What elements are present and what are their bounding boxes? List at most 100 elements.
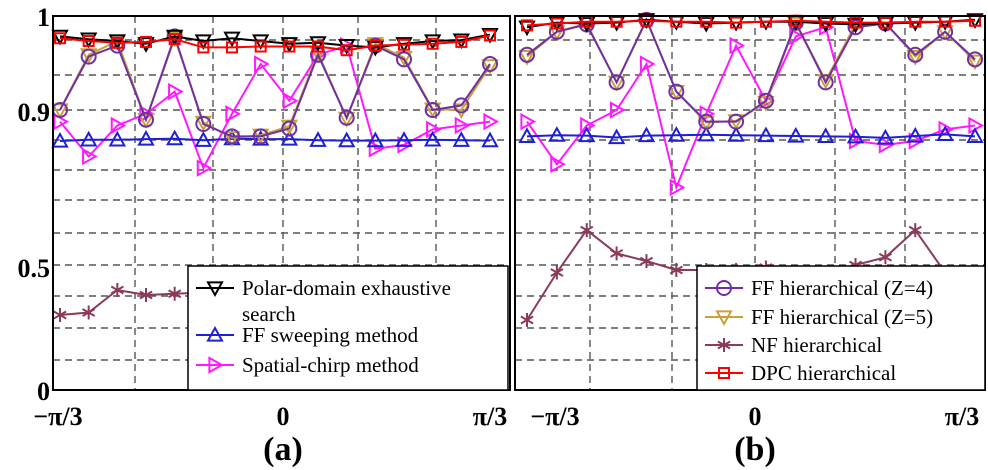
data-point xyxy=(518,20,536,37)
data-point xyxy=(639,254,654,269)
data-point xyxy=(669,178,686,197)
legend-marker xyxy=(717,338,731,352)
data-point xyxy=(482,56,498,72)
data-point xyxy=(610,246,624,261)
data-point xyxy=(80,48,97,65)
data-point xyxy=(878,250,892,265)
data-point xyxy=(966,127,984,143)
data-point xyxy=(51,29,69,46)
panel-a-grid xyxy=(53,16,510,390)
data-point xyxy=(138,111,154,128)
data-point xyxy=(907,46,924,63)
y-tick-0: 0 xyxy=(37,377,50,406)
data-point xyxy=(197,41,210,54)
panel-b-legend: FF hierarchical (Z=4) FF hierarchical (Z=… xyxy=(696,265,986,391)
data-point xyxy=(452,131,471,147)
series-line xyxy=(526,133,976,139)
legend-entry: DPC hierarchical xyxy=(705,361,896,385)
data-point xyxy=(727,126,745,142)
data-point xyxy=(366,40,385,57)
data-point xyxy=(226,41,238,54)
panel-a: −π/3 0 π/3 (a) Polar-domain exhaustivese… xyxy=(33,15,511,468)
data-point xyxy=(728,113,745,130)
data-point xyxy=(521,19,533,32)
data-point xyxy=(578,126,596,143)
legend-label: Spatial-chirp method xyxy=(242,353,419,377)
data-point xyxy=(309,36,327,52)
panel-b-label: (b) xyxy=(734,431,776,468)
legend-entry: FF sweeping method xyxy=(196,323,419,347)
data-point xyxy=(846,127,865,144)
data-point xyxy=(937,23,954,40)
data-point xyxy=(280,130,299,146)
data-point xyxy=(453,97,470,114)
panel-b-grid xyxy=(515,16,985,390)
legend-entry: FF hierarchical (Z=4) xyxy=(705,276,933,300)
data-point xyxy=(697,125,715,142)
legend-marker xyxy=(716,280,732,296)
data-point xyxy=(550,155,566,173)
data-point xyxy=(906,50,924,66)
data-point xyxy=(936,125,954,142)
data-point xyxy=(757,92,774,109)
data-point xyxy=(608,74,625,91)
data-point xyxy=(455,35,468,48)
data-point xyxy=(137,113,155,129)
y-tick-0.5: 0.5 xyxy=(18,254,51,283)
data-point xyxy=(282,92,299,110)
data-point xyxy=(168,286,182,301)
data-point xyxy=(454,116,471,135)
data-point xyxy=(165,29,184,46)
data-point xyxy=(139,288,153,302)
data-point xyxy=(312,40,324,53)
data-point xyxy=(938,120,955,139)
legend-marker xyxy=(718,367,730,379)
data-point xyxy=(697,115,715,132)
data-point xyxy=(82,147,98,166)
data-point xyxy=(483,112,500,131)
data-point xyxy=(667,126,686,142)
series-ff-sweeping-method xyxy=(518,125,984,145)
data-point xyxy=(337,39,356,55)
legend-label: FF sweeping method xyxy=(242,323,419,347)
legend-entry: Spatial-chirp method xyxy=(196,353,419,377)
data-point xyxy=(140,35,152,48)
data-point xyxy=(548,126,566,142)
data-point xyxy=(53,112,70,131)
data-point xyxy=(878,136,895,154)
series-line xyxy=(526,25,976,191)
panel-a-series xyxy=(51,27,500,322)
data-point xyxy=(337,111,356,128)
data-point xyxy=(849,16,862,29)
data-point xyxy=(730,16,743,29)
legend-label: search xyxy=(242,302,296,326)
panel-b-x-tick-left: −π/3 xyxy=(530,402,579,431)
data-point xyxy=(698,113,715,130)
data-point xyxy=(251,130,270,146)
data-point xyxy=(607,75,626,92)
legend-label: DPC hierarchical xyxy=(751,361,896,385)
legend-marker xyxy=(206,281,224,298)
panel-b-x-tick-right: π/3 xyxy=(945,402,979,431)
data-point xyxy=(548,25,566,41)
data-point xyxy=(847,19,864,36)
legend-box xyxy=(187,265,509,391)
data-point xyxy=(817,74,834,91)
data-point xyxy=(966,54,984,71)
data-point xyxy=(484,29,496,42)
data-point xyxy=(196,159,213,177)
data-point xyxy=(520,112,537,131)
series-line xyxy=(59,44,491,171)
data-point xyxy=(280,37,299,53)
legend-label: FF hierarchical (Z=4) xyxy=(751,276,933,300)
legend-marker xyxy=(715,310,733,327)
data-point xyxy=(578,16,596,33)
series-line xyxy=(526,19,976,27)
data-point xyxy=(548,23,565,40)
data-point xyxy=(223,31,241,48)
data-point xyxy=(639,55,656,73)
data-point xyxy=(816,16,835,33)
